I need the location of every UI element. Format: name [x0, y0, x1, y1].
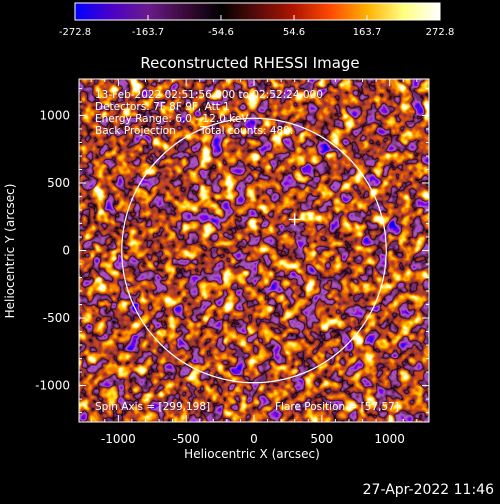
annotation-method: Back Projection: [95, 125, 176, 137]
colorbar-ticks: -272.8 -163.7 -54.6 54.6 163.7 272.8: [59, 15, 454, 38]
colorbar-tick-label: -163.7: [132, 27, 164, 38]
y-tick-label: -1000: [35, 379, 70, 393]
colorbar-tick-label: 272.8: [426, 27, 455, 38]
x-axis-label: Heliocentric X (arcsec): [184, 447, 320, 461]
x-tick-label: 1000: [374, 432, 405, 446]
x-tick-label: 0: [250, 432, 258, 446]
footer-timestamp: 27-Apr-2022 11:46: [363, 482, 494, 498]
colorbar-tick-label: -272.8: [59, 27, 91, 38]
annotation-block: 13-Feb-2022 02:51:56.000 to 02:52:24.000…: [95, 89, 399, 413]
solar-disk-circle: [121, 117, 387, 384]
colorbar-tick-label: -54.6: [208, 27, 234, 38]
y-axis-label: Heliocentric Y (arcsec): [3, 184, 17, 319]
annotation-spin-axis: Spin Axis = [299,198]: [95, 401, 210, 413]
annotation-counts: Total counts: 489.: [199, 125, 293, 137]
chart-title: Reconstructed RHESSI Image: [140, 54, 359, 72]
annotation-flare-position: Flare Position = [57,57]: [275, 401, 399, 413]
x-tick-label: -1000: [101, 432, 136, 446]
colorbar-tick-label: 163.7: [353, 27, 382, 38]
annotation-time: 13-Feb-2022 02:51:56.000 to 02:52:24.000: [95, 89, 323, 101]
colorbar-tick-label: 54.6: [283, 27, 305, 38]
colorbar: [74, 2, 441, 21]
y-axis-ticks: -1000 -500 0 500 1000: [35, 87, 429, 414]
heatmap-image: [79, 79, 429, 422]
flare-marker: [288, 213, 301, 226]
annotation-energy: Energy Range: 6.0 - 12.0 keV: [95, 113, 249, 125]
x-axis-ticks: -1000 -500 0 500 1000: [90, 79, 418, 446]
y-tick-label: 500: [47, 176, 70, 190]
x-tick-label: -500: [173, 432, 200, 446]
x-tick-label: 500: [310, 432, 333, 446]
y-tick-label: 1000: [39, 108, 70, 122]
y-tick-label: 0: [62, 244, 70, 258]
annotation-detectors: Detectors: 7F 8F 9F, Att 1: [95, 101, 230, 113]
y-tick-label: -500: [43, 311, 70, 325]
